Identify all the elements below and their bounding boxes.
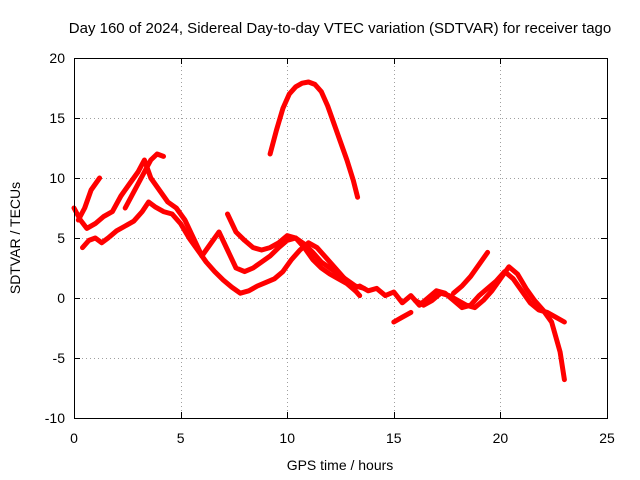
x-tick-label: 0 (70, 430, 78, 446)
x-axis-title: GPS time / hours (287, 457, 394, 473)
series-trace-4 (122, 151, 166, 211)
chart-title: Day 160 of 2024, Sidereal Day-to-day VTE… (69, 20, 611, 37)
series-trace-2 (80, 199, 363, 299)
data-series (71, 79, 567, 383)
x-tick-label: 15 (386, 430, 402, 446)
series-trace-8 (391, 309, 414, 325)
series-trace-6 (267, 79, 361, 200)
series-trace-9 (412, 264, 567, 383)
series-trace-5 (225, 211, 358, 294)
grid-lines (74, 58, 607, 418)
y-tick-label: -5 (53, 350, 66, 366)
series-trace-3 (75, 175, 103, 223)
y-tick-labels: -10 -5 0 5 10 15 20 (45, 50, 65, 426)
x-tick-label: 25 (599, 430, 615, 446)
series-trace-7 (357, 269, 567, 325)
y-tick-label: 15 (49, 110, 65, 126)
axis-ticks (74, 58, 608, 419)
y-tick-label: 20 (49, 50, 65, 66)
y-tick-label: 5 (57, 230, 65, 246)
y-tick-label: 0 (57, 290, 65, 306)
x-tick-label: 5 (177, 430, 185, 446)
y-tick-label: -10 (45, 410, 65, 426)
x-tick-label: 10 (279, 430, 295, 446)
series-trace-1 (71, 157, 367, 291)
x-tick-label: 20 (493, 430, 509, 446)
x-tick-labels: 0 5 10 15 20 25 (70, 430, 615, 446)
y-tick-label: 10 (49, 170, 65, 186)
series-trace-10 (451, 249, 491, 296)
y-axis-title: SDTVAR / TECUs (7, 182, 23, 294)
